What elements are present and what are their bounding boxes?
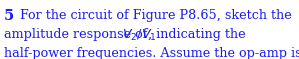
Text: , indicating the: , indicating the <box>148 28 245 41</box>
Text: amplitude response of: amplitude response of <box>4 28 152 41</box>
Text: half-power frequencies. Assume the op-amp is ideal.: half-power frequencies. Assume the op-am… <box>4 47 299 59</box>
Text: For the circuit of Figure P8.65, sketch the: For the circuit of Figure P8.65, sketch … <box>20 9 292 22</box>
Text: 5: 5 <box>4 9 14 23</box>
Text: $V_2/V_1$: $V_2/V_1$ <box>122 28 157 43</box>
